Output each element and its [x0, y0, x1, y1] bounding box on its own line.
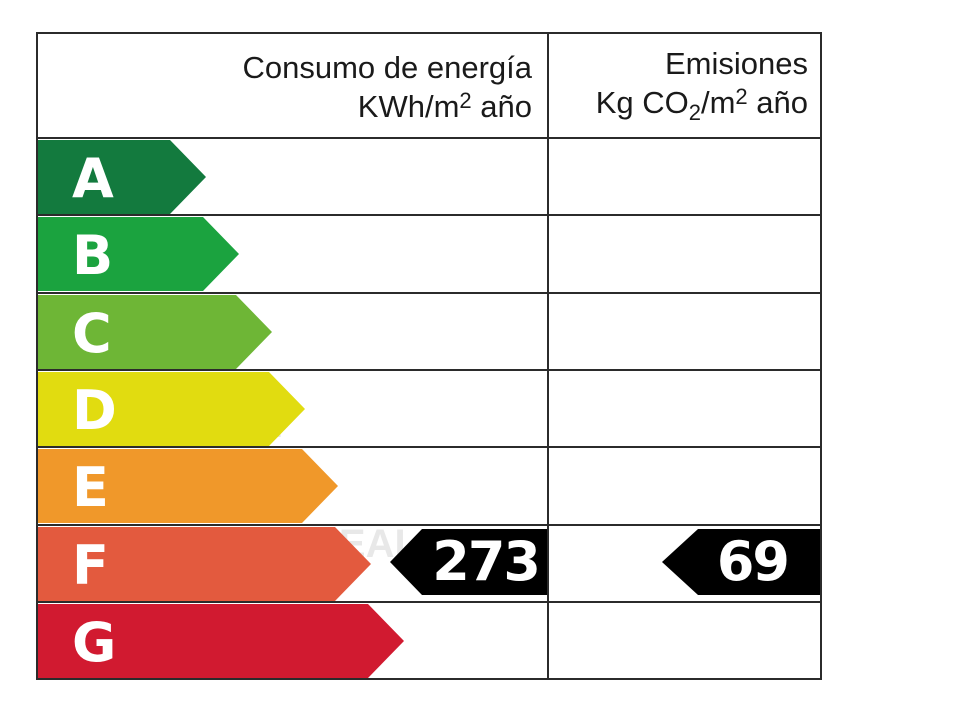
- band-f: F: [38, 527, 371, 601]
- column-divider: [547, 32, 549, 680]
- band-a: A: [38, 140, 206, 214]
- emissions-header: Emisiones Kg CO2/m2 año: [552, 44, 808, 125]
- emissions-rating-badge: 69: [662, 529, 820, 595]
- row-divider: [36, 214, 822, 216]
- row-divider: [36, 524, 822, 526]
- band-letter: G: [72, 611, 117, 674]
- emissions-header-title: Emisiones: [665, 46, 808, 81]
- emissions-rating-value: 69: [716, 530, 790, 593]
- band-letter: B: [72, 224, 114, 287]
- row-divider: [36, 601, 822, 603]
- emissions-header-unit: Kg CO2/m2 año: [595, 84, 808, 125]
- energy-label-table: [36, 32, 822, 680]
- energy-rating-value: 273: [432, 530, 541, 593]
- row-divider: [36, 137, 822, 139]
- band-letter: F: [72, 534, 109, 597]
- band-letter: E: [72, 456, 109, 519]
- band-g: G: [38, 604, 404, 678]
- band-c: C: [38, 295, 272, 369]
- row-divider: [36, 292, 822, 294]
- band-e: E: [38, 449, 338, 523]
- band-letter: C: [72, 302, 112, 365]
- band-d: D: [38, 372, 305, 446]
- energy-header-unit: KWh/m2 año: [357, 88, 532, 124]
- energy-consumption-header: Consumo de energía KWh/m2 año: [40, 48, 532, 126]
- row-divider: [36, 369, 822, 371]
- band-letter: D: [72, 379, 117, 442]
- row-divider: [36, 446, 822, 448]
- band-letter: A: [72, 147, 114, 210]
- energy-header-title: Consumo de energía: [242, 50, 532, 85]
- band-b: B: [38, 217, 239, 291]
- energy-rating-badge: 273: [390, 529, 547, 595]
